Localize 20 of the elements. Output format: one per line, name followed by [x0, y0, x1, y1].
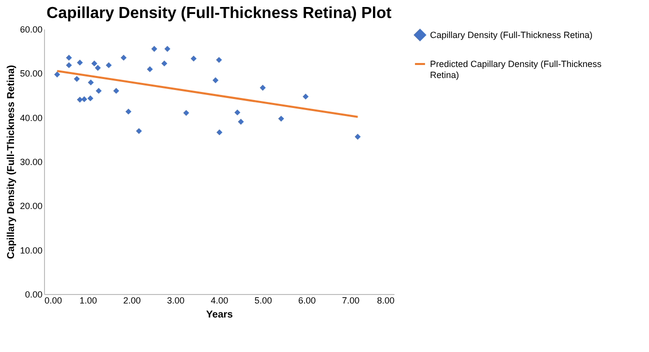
x-tick-label: 5.00: [254, 296, 272, 306]
y-tick-label: 10.00: [20, 245, 42, 256]
legend-label: Predicted Capillary Density (Full-Thickness Retina): [430, 59, 602, 80]
x-tick-label: 4.00: [210, 296, 228, 306]
x-tick-label: 3.00: [166, 296, 185, 306]
y-axis-title: Capillary Density (Full-Thickness Retina): [6, 65, 17, 259]
x-tick-label: 7.00: [342, 296, 360, 306]
x-tick-label: 0.00: [44, 296, 62, 306]
x-axis-title: Years: [206, 310, 234, 320]
chart-title: Capillary Density (Full-Thickness Retina) Plot: [46, 5, 392, 22]
y-tick-label: 40.00: [20, 112, 42, 123]
y-tick-label: 30.00: [20, 157, 42, 167]
x-tick-label: 2.00: [123, 296, 141, 306]
y-tick-label: 20.00: [20, 201, 42, 212]
x-tick-label: 1.00: [79, 296, 98, 306]
legend-label: Capillary Density (Full-Thickness Retina): [430, 30, 593, 40]
x-tick-label: 8.00: [376, 296, 394, 306]
x-tick-label: 6.00: [298, 296, 316, 306]
y-tick-label: 60.00: [20, 24, 42, 34]
y-tick-label: 50.00: [20, 68, 42, 79]
